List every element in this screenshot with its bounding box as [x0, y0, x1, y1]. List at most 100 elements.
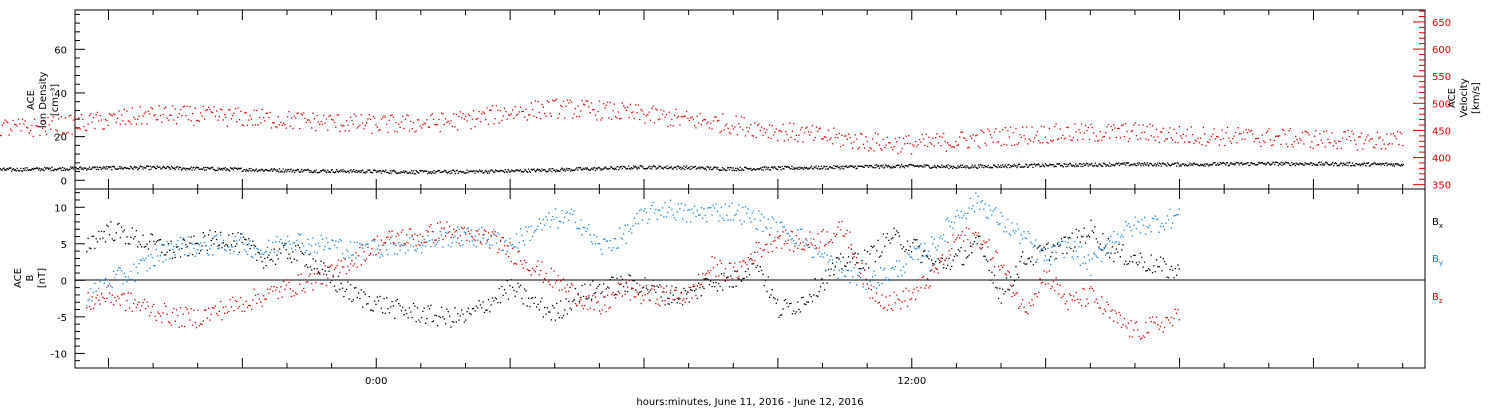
ion-density-point	[574, 169, 576, 171]
ion-density-point	[304, 169, 307, 171]
by-point	[633, 217, 636, 219]
bx-point	[88, 247, 91, 249]
ion-density-point	[948, 167, 950, 170]
velocity-point	[482, 111, 484, 113]
velocity-point	[424, 123, 427, 125]
velocity-point	[574, 107, 577, 110]
velocity-point	[127, 120, 129, 122]
b-tick-label: 10	[54, 203, 67, 214]
velocity-point	[589, 111, 591, 114]
ion-density-point	[25, 169, 27, 172]
bx-point	[436, 325, 439, 327]
bx-point	[1038, 246, 1040, 248]
by-point	[665, 216, 668, 218]
by-point	[110, 285, 112, 287]
ion-density-point	[272, 169, 275, 171]
velocity-point	[394, 130, 396, 132]
bx-point	[162, 244, 164, 246]
ion-density-point	[1053, 166, 1055, 168]
velocity-point	[391, 114, 393, 116]
by-point	[195, 252, 198, 255]
ion-density-point	[253, 169, 255, 171]
ion-density-point	[1354, 165, 1356, 167]
velocity-point	[312, 112, 314, 114]
ion-density-point	[578, 167, 581, 169]
ion-density-point	[663, 166, 665, 168]
ion-density-point	[349, 170, 351, 172]
velocity-point	[423, 122, 425, 124]
ion-density-point	[367, 169, 369, 171]
ion-density-point	[582, 167, 584, 169]
by-point	[323, 249, 325, 251]
ion-density-point	[1267, 162, 1270, 164]
ion-density-point	[384, 171, 386, 173]
ion-density-point	[817, 168, 819, 170]
velocity-point	[1019, 133, 1021, 136]
velocity-point	[810, 131, 812, 133]
velocity-point	[837, 137, 839, 139]
by-point	[758, 210, 760, 212]
velocity-point	[510, 113, 512, 115]
ion-density-point	[419, 169, 421, 172]
bx-point	[95, 238, 97, 240]
ion-density-point	[622, 165, 624, 168]
ion-density-point	[694, 165, 697, 168]
bx-point	[565, 298, 567, 300]
velocity-point	[833, 127, 835, 129]
by-point	[440, 234, 443, 236]
ion-density-point	[1152, 165, 1155, 167]
bx-point	[957, 248, 960, 251]
velocity-point	[213, 106, 215, 108]
velocity-point	[147, 110, 150, 113]
ion-density-point	[742, 169, 744, 171]
velocity-point	[751, 135, 753, 137]
by-point	[890, 267, 893, 269]
bx-point	[320, 260, 322, 263]
velocity-point	[977, 145, 980, 147]
bx-point	[789, 303, 791, 305]
by-point	[652, 201, 654, 204]
bx-point	[360, 289, 362, 291]
velocity-point	[1005, 144, 1008, 146]
bx-point	[538, 309, 540, 311]
bx-point	[1098, 246, 1100, 248]
velocity-point	[975, 135, 977, 137]
bx-point	[1138, 261, 1140, 263]
bx-point	[384, 312, 387, 315]
bx-point	[112, 239, 115, 242]
velocity-point	[704, 119, 707, 121]
bx-point	[240, 233, 242, 235]
by-point	[118, 266, 120, 269]
ion-density-point	[1115, 163, 1117, 165]
velocity-point	[96, 111, 99, 114]
velocity-point	[280, 121, 282, 124]
ion-density-point	[66, 168, 68, 170]
ion-density-point	[356, 171, 358, 174]
velocity-point	[1118, 127, 1120, 130]
ion-density-point	[816, 167, 818, 169]
bx-point	[707, 278, 709, 281]
ion-density-point	[604, 166, 607, 168]
velocity-point	[278, 123, 281, 126]
by-point	[529, 239, 531, 242]
by-point	[116, 269, 119, 272]
velocity-point	[577, 105, 579, 107]
bx-point	[1028, 257, 1031, 259]
bx-point	[424, 322, 427, 324]
ion-density-point	[139, 165, 142, 167]
by-point	[517, 247, 519, 249]
ion-density-point	[970, 166, 972, 168]
bx-point	[906, 240, 909, 242]
bx-point	[767, 276, 769, 278]
ion-density-point	[105, 166, 108, 168]
by-point	[849, 282, 851, 284]
velocity-point	[805, 127, 807, 129]
by-point	[119, 267, 121, 270]
ion-density-point	[439, 171, 441, 174]
velocity-point	[388, 119, 391, 121]
ion-density-point	[373, 169, 375, 171]
ion-density-point	[1009, 165, 1012, 167]
ion-density-point	[1069, 162, 1072, 165]
ion-density-point	[186, 167, 188, 170]
ion-density-point	[10, 167, 12, 169]
